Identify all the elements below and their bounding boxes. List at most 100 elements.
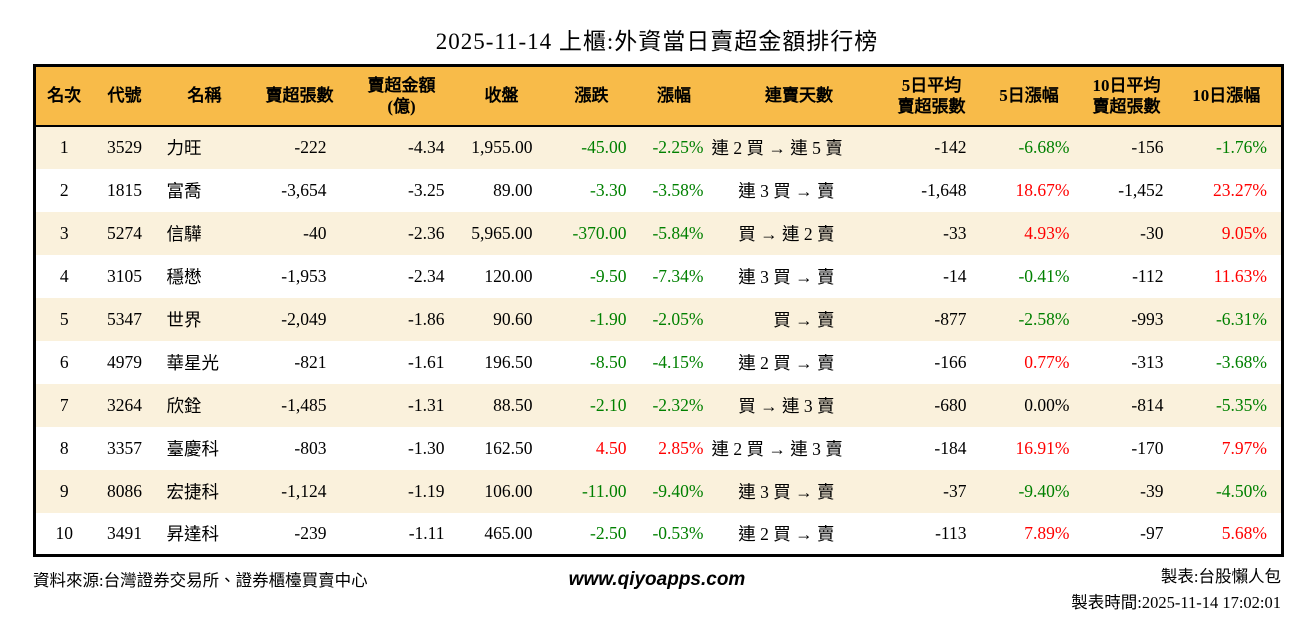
cell-close: 88.50 — [493, 394, 533, 415]
cell-code: 5347 — [107, 308, 142, 329]
cell-rank: 2 — [59, 179, 69, 200]
ranking-table: 名次 代號 名稱 賣超張數 賣超金額 (億) 收盤 漲跌 漲幅 連賣天數 5日平… — [33, 64, 1284, 557]
cell-rank: 8 — [59, 437, 69, 458]
cell-chg: 4.50 — [595, 437, 627, 458]
report-maker: 製表:台股懶人包 — [1160, 567, 1282, 586]
table-row: 1 3529 力旺 -222 -4.34 1,955.00 -45.00 -2.25% 連 2 … — [34, 125, 1283, 169]
cell-close: 1,955.00 — [471, 137, 533, 157]
cell-code: 3105 — [107, 265, 142, 286]
col-header-sell-streak: 連賣天數 — [711, 65, 887, 127]
cell-chg: -2.50 — [590, 522, 627, 543]
cell-sell_amt: -1.31 — [408, 394, 445, 415]
cell-sell_amt: -3.25 — [408, 179, 445, 200]
cell-rank: 5 — [59, 308, 69, 329]
col-header-close: 收盤 — [456, 65, 547, 127]
cell-chg_pct: -5.84% — [652, 222, 704, 243]
cell-sell_amt: -1.11 — [408, 522, 445, 543]
report-page: 2025-11-14 上櫃:外資當日賣超金額排行榜 名次 代號 名稱 賣超張數 … — [0, 22, 1314, 615]
col-header-change: 漲跌 — [546, 65, 637, 127]
col-header-sell-amount: 賣超金額 (億) — [346, 65, 457, 127]
cell-pct5: 4.93% — [1024, 222, 1070, 243]
cell-rank: 4 — [59, 265, 69, 286]
col-header-sell-volume: 賣超張數 — [252, 65, 347, 127]
cell-avg5: -166 — [934, 351, 967, 372]
table-header: 名次 代號 名稱 賣超張數 賣超金額 (億) 收盤 漲跌 漲幅 連賣天數 5日平… — [34, 65, 1283, 127]
cell-avg5: -877 — [934, 308, 967, 329]
table-row: 5 5347 世界 -2,049 -1.86 90.60 -1.90 -2.05% 買 → 賣 -… — [34, 297, 1283, 341]
cell-chg: -11.00 — [581, 480, 627, 501]
cell-avg10: -993 — [1131, 308, 1164, 329]
table-row: 7 3264 欣銓 -1,485 -1.31 88.50 -2.10 -2.32% 買 → 連 … — [34, 383, 1283, 427]
col-header-avg10-volume: 10日平均 賣超張數 — [1081, 65, 1172, 127]
cell-pct10: -4.50% — [1215, 480, 1267, 501]
cell-name: 世界 — [166, 309, 202, 330]
cell-pct5: -6.68% — [1018, 137, 1070, 157]
cell-avg10: -97 — [1140, 522, 1164, 543]
cell-name: 臺慶科 — [166, 438, 220, 459]
cell-sell_amt: -2.34 — [408, 265, 445, 286]
col-header-avg5-volume: 5日平均 賣超張數 — [886, 65, 977, 127]
cell-sell_amt: -1.86 — [408, 308, 445, 329]
cell-avg10: -1,452 — [1118, 179, 1164, 200]
cell-name: 穩懋 — [166, 266, 202, 287]
cell-name: 宏捷科 — [166, 481, 220, 502]
cell-close: 106.00 — [484, 480, 533, 501]
table-row: 8 3357 臺慶科 -803 -1.30 162.50 4.50 2.85% 連 2 買 → … — [34, 426, 1283, 470]
cell-streak: 連 3 買 → 賣 — [738, 481, 835, 502]
col-header-name: 名稱 — [156, 65, 253, 127]
cell-rank: 10 — [55, 522, 74, 543]
cell-pct10: -5.35% — [1215, 394, 1267, 415]
cell-chg_pct: -7.34% — [652, 265, 704, 286]
cell-code: 8086 — [107, 480, 142, 501]
cell-pct5: 0.00% — [1024, 394, 1070, 415]
cell-rank: 7 — [59, 394, 69, 415]
cell-streak: 連 2 買 → 連 5 賣 — [711, 138, 843, 158]
cell-rank: 3 — [59, 222, 69, 243]
cell-close: 196.50 — [484, 351, 533, 372]
cell-name: 昇達科 — [166, 523, 220, 544]
cell-pct5: 16.91% — [1015, 437, 1070, 458]
cell-pct5: 0.77% — [1024, 351, 1070, 372]
table-row: 9 8086 宏捷科 -1,124 -1.19 106.00 -11.00 -9.40% 連 3… — [34, 469, 1283, 513]
cell-pct10: -1.76% — [1215, 137, 1267, 157]
footer: 資料來源:台灣證券交易所、證券櫃檯買賣中心 www.qiyoapps.com 製… — [33, 564, 1281, 615]
cell-pct10: 7.97% — [1221, 437, 1267, 458]
cell-sell_amt: -1.61 — [408, 351, 445, 372]
credits-block: 製表:台股懶人包 製表時間:2025-11-14 17:02:01 — [745, 564, 1281, 615]
cell-close: 162.50 — [484, 437, 533, 458]
cell-pct5: 18.67% — [1015, 179, 1070, 200]
cell-streak: 買 → 賣 — [773, 309, 835, 330]
cell-pct5: -9.40% — [1018, 480, 1070, 501]
cell-close: 90.60 — [493, 308, 533, 329]
cell-avg5: -184 — [934, 437, 967, 458]
cell-avg10: -814 — [1131, 394, 1164, 415]
table-row: 10 3491 昇達科 -239 -1.11 465.00 -2.50 -0.53% 連 2 買… — [34, 512, 1283, 556]
cell-streak: 連 3 買 → 賣 — [738, 180, 835, 201]
cell-sell_vol: -3,654 — [281, 179, 327, 200]
cell-sell_vol: -821 — [294, 351, 327, 372]
cell-streak: 買 → 連 2 賣 — [738, 223, 835, 244]
website-url: www.qiyoapps.com — [568, 569, 746, 590]
cell-code: 3529 — [107, 137, 142, 157]
cell-sell_vol: -1,953 — [281, 265, 327, 286]
cell-pct5: 7.89% — [1024, 522, 1070, 543]
cell-code: 3491 — [107, 522, 142, 543]
cell-streak: 連 2 買 → 賣 — [738, 352, 835, 373]
cell-code: 4979 — [107, 351, 142, 372]
cell-close: 465.00 — [484, 522, 533, 543]
cell-pct10: 9.05% — [1221, 222, 1267, 243]
cell-rank: 6 — [59, 351, 69, 372]
table-body: 1 3529 力旺 -222 -4.34 1,955.00 -45.00 -2.25% 連 2 … — [34, 125, 1283, 556]
cell-pct5: -0.41% — [1018, 265, 1070, 286]
cell-avg5: -680 — [934, 394, 967, 415]
cell-pct5: -2.58% — [1018, 308, 1070, 329]
cell-avg5: -1,648 — [921, 179, 967, 200]
cell-chg_pct: -3.58% — [652, 179, 704, 200]
cell-sell_vol: -239 — [294, 522, 327, 543]
table-header-row: 名次 代號 名稱 賣超張數 賣超金額 (億) 收盤 漲跌 漲幅 連賣天數 5日平… — [34, 65, 1283, 127]
cell-avg5: -37 — [943, 480, 967, 501]
cell-avg10: -39 — [1140, 480, 1164, 501]
cell-chg_pct: -4.15% — [652, 351, 704, 372]
cell-name: 力旺 — [166, 138, 202, 158]
cell-sell_amt: -1.19 — [408, 480, 445, 501]
